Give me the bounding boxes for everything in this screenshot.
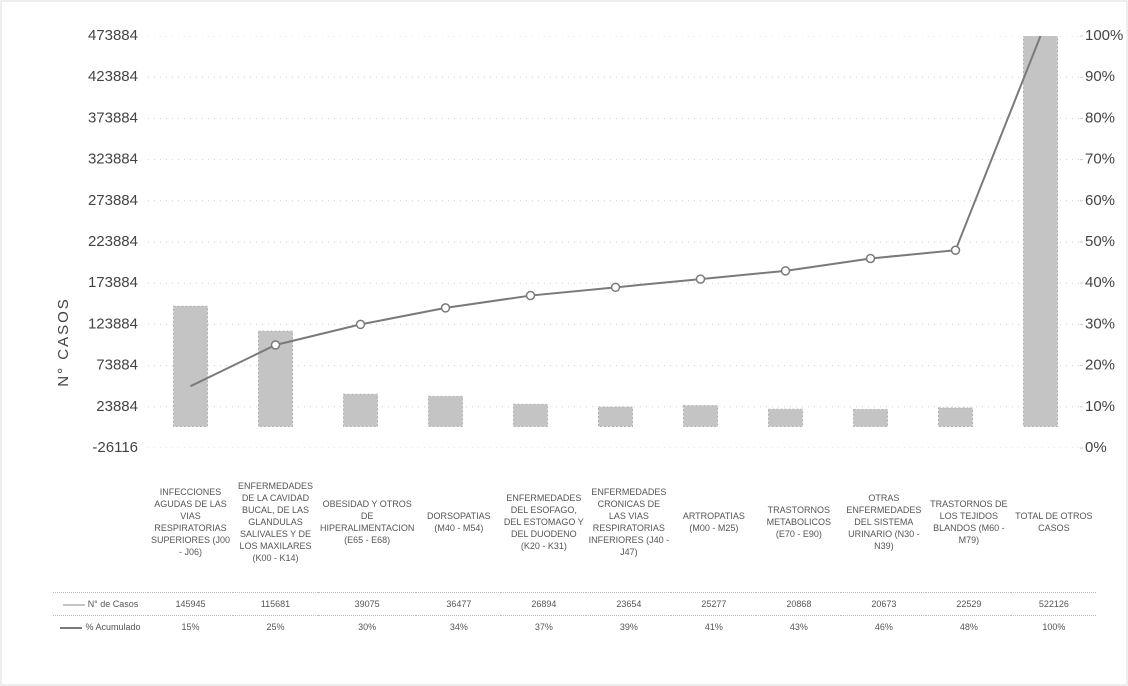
value-label: 25% bbox=[233, 615, 318, 638]
y2-tick-label: 60% bbox=[1085, 192, 1115, 209]
line-marker bbox=[950, 245, 961, 255]
line-marker bbox=[610, 282, 621, 293]
legend-entry: N° de Casos bbox=[87, 599, 139, 609]
category-label: OBESIDAD Y OTROS DE HIPERALIMENTACION (E… bbox=[320, 498, 415, 546]
value-label: 25277 bbox=[671, 592, 757, 616]
bar bbox=[938, 407, 973, 427]
y-tick-label: 123884 bbox=[88, 315, 138, 332]
y-axis-title: N° CASOS bbox=[55, 297, 72, 387]
y2-tick-label: 30% bbox=[1085, 315, 1115, 332]
data-table: INFECCIONES AGUDAS DE LAS VIAS RESPIRATO… bbox=[53, 452, 1097, 638]
y2-tick-label: 40% bbox=[1085, 274, 1115, 291]
y2-tick-label: 50% bbox=[1085, 233, 1115, 250]
value-label: 115681 bbox=[233, 592, 318, 616]
value-label: 522126 bbox=[1011, 592, 1097, 616]
legend-key bbox=[62, 603, 85, 606]
y-tick-label: 223884 bbox=[88, 233, 138, 250]
bar bbox=[683, 405, 718, 427]
line-marker bbox=[270, 340, 281, 350]
category-label: ENFERMEDADES DEL ESOFAGO, DEL ESTOMAGO Y… bbox=[503, 492, 584, 552]
y-tick-label: 23884 bbox=[96, 398, 138, 415]
bar bbox=[768, 408, 803, 427]
y2-tick-label: 0% bbox=[1085, 439, 1107, 456]
bar bbox=[1023, 36, 1058, 427]
value-label: 43% bbox=[756, 615, 842, 638]
y-tick-label: 323884 bbox=[88, 151, 138, 168]
cumulative-line bbox=[190, 36, 1042, 388]
value-label: 34% bbox=[416, 615, 502, 638]
legend-cell: % Acumulado bbox=[53, 615, 148, 638]
plot-area bbox=[148, 36, 1083, 448]
category-label: TRASTORNOS DE LOS TEJIDOS BLANDOS (M60 -… bbox=[930, 498, 1008, 546]
value-label: 15% bbox=[148, 615, 233, 638]
bar bbox=[173, 305, 208, 427]
bar bbox=[513, 403, 548, 427]
value-label: 39075 bbox=[318, 592, 417, 616]
line-marker bbox=[440, 303, 451, 313]
y2-tick-label: 20% bbox=[1085, 357, 1115, 374]
y2-tick-label: 100% bbox=[1085, 27, 1123, 44]
category-label: DORSOPATIAS (M40 - M54) bbox=[427, 510, 491, 533]
value-label: 48% bbox=[926, 615, 1012, 638]
category-label: Total de otros casos bbox=[1015, 510, 1093, 533]
y-tick-label: 273884 bbox=[88, 192, 138, 209]
y-tick-label: 373884 bbox=[88, 109, 138, 126]
line-marker bbox=[865, 253, 876, 264]
y-tick-label: -26116 bbox=[92, 439, 138, 456]
y-tick-label: 423884 bbox=[88, 68, 138, 85]
legend-cell: N° de Casos bbox=[53, 592, 148, 616]
value-label: 46% bbox=[841, 615, 927, 638]
bar bbox=[343, 393, 378, 427]
line-marker bbox=[780, 266, 791, 276]
value-label: 36477 bbox=[416, 592, 502, 616]
bar bbox=[853, 408, 888, 427]
category-label: INFECCIONES AGUDAS DE LAS VIAS RESPIRATO… bbox=[150, 486, 231, 558]
category-label: OTRAS ENFERMEDADES DEL SISTEMA URINARIO … bbox=[846, 492, 922, 552]
value-label: 20868 bbox=[756, 592, 842, 616]
value-label: 100% bbox=[1011, 615, 1097, 638]
category-label: ENFERMEDADES DE LA CAVIDAD BUCAL, DE LAS… bbox=[237, 480, 313, 564]
bar bbox=[598, 406, 633, 427]
y2-tick-label: 90% bbox=[1085, 68, 1115, 85]
y2-tick-label: 80% bbox=[1085, 109, 1115, 126]
bar bbox=[428, 395, 463, 427]
y-tick-label: 173884 bbox=[88, 274, 138, 291]
y2-tick-label: 70% bbox=[1085, 151, 1115, 168]
line-marker bbox=[695, 274, 706, 284]
category-label: ENFERMEDADES CRONICAS DE LAS VIAS RESPIR… bbox=[588, 486, 670, 558]
value-label: 41% bbox=[671, 615, 757, 638]
value-label: 23654 bbox=[586, 592, 672, 616]
value-label: 22529 bbox=[926, 592, 1012, 616]
value-label: 26894 bbox=[501, 592, 587, 616]
legend-entry: % Acumulado bbox=[85, 622, 141, 632]
y-tick-label: 73884 bbox=[96, 357, 138, 374]
value-label: 30% bbox=[318, 615, 417, 638]
value-label: 37% bbox=[501, 615, 587, 638]
category-label: ARTROPATIAS (M00 - M25) bbox=[682, 510, 745, 533]
y-tick-label: 473884 bbox=[88, 27, 138, 44]
line-marker bbox=[525, 290, 536, 301]
value-label: 39% bbox=[586, 615, 672, 638]
line-marker bbox=[355, 319, 366, 330]
y2-tick-label: 10% bbox=[1085, 398, 1115, 415]
value-label: 20673 bbox=[841, 592, 927, 616]
category-label: TRASTORNOS METABOLICOS (E70 - E90) bbox=[766, 504, 832, 540]
legend-key bbox=[60, 626, 83, 629]
corner bbox=[53, 452, 148, 593]
value-label: 145945 bbox=[148, 592, 233, 616]
